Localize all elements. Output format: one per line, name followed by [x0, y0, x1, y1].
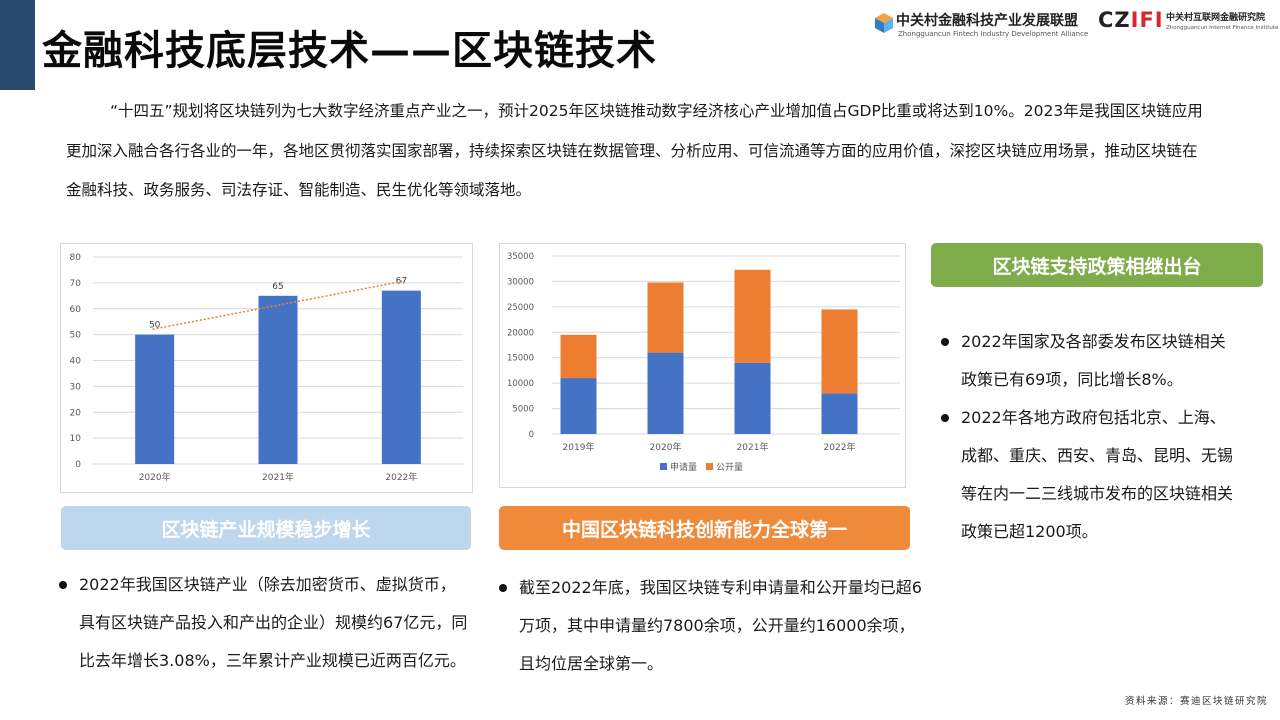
- policy-bullet-item: 2022年各地方政府包括北京、上海、成都、重庆、西安、青岛、昆明、无锡等在内一二…: [941, 399, 1241, 551]
- policy-bullets: 2022年国家及各部委发布区块链相关政策已有69项，同比增长8%。 2022年各…: [941, 323, 1241, 551]
- stacked-bar-segment: [560, 334, 597, 379]
- czifi-name-en: Zhongguancun Internet Finance Institute: [1166, 25, 1279, 31]
- stacked-bar-segment: [821, 393, 858, 434]
- czifi-mark-left: CZ: [1098, 8, 1131, 32]
- scale-banner: 区块链产业规模稳步增长: [61, 506, 471, 550]
- y-tick-label: 25000: [507, 303, 534, 313]
- y-tick-label: 15000: [507, 354, 534, 364]
- y-tick-label: 10: [70, 434, 82, 444]
- bar: [135, 334, 175, 464]
- y-tick-label: 40: [70, 357, 82, 367]
- czifi-mark: CZIFI: [1098, 8, 1164, 32]
- stacked-bar-segment: [647, 282, 684, 353]
- stacked-bar-segment: [734, 269, 771, 363]
- patent-bullets: 截至2022年底，我国区块链专利申请量和公开量均已超6万项，其中申请量约7800…: [499, 569, 927, 683]
- scale-bullet-item: 2022年我国区块链产业（除去加密货币、虚拟货币，具有区块链产品投入和产出的企业…: [59, 566, 469, 680]
- patent-bullet-item: 截至2022年底，我国区块链专利申请量和公开量均已超6万项，其中申请量约7800…: [499, 569, 927, 683]
- patent-banner: 中国区块链科技创新能力全球第一: [499, 506, 910, 550]
- x-tick-label: 2019年: [563, 441, 595, 453]
- x-tick-label: 2022年: [824, 441, 856, 453]
- data-label: 65: [272, 282, 283, 292]
- legend-label: 申请量: [670, 461, 697, 473]
- scale-bullets: 2022年我国区块链产业（除去加密货币、虚拟货币，具有区块链产品投入和产出的企业…: [59, 566, 469, 680]
- legend-label: 公开量: [716, 462, 743, 473]
- y-tick-label: 30000: [507, 277, 534, 287]
- x-tick-label: 2022年: [385, 471, 417, 483]
- policy-bullet-item: 2022年国家及各部委发布区块链相关政策已有69项，同比增长8%。: [941, 323, 1241, 399]
- policy-banner: 区块链支持政策相继出台: [931, 243, 1263, 287]
- patent-chart-svg: 0 5000 10000 15000 20000 25000 30000 35000 2019年…: [507, 252, 900, 473]
- y-tick-label: 0: [75, 460, 81, 470]
- page-title: 金融科技底层技术——区块链技术: [42, 28, 657, 74]
- y-tick-label: 50: [70, 331, 82, 341]
- legend-swatch: [660, 463, 667, 470]
- y-tick-label: 35000: [507, 252, 534, 262]
- bar: [381, 290, 421, 464]
- y-tick-label: 80: [70, 253, 82, 263]
- zfida-name-en: Zhongguancun Fintech Industry Developmen…: [898, 30, 1089, 38]
- source-note: 资料来源：赛迪区块链研究院: [1124, 696, 1268, 707]
- y-tick-label: 20000: [507, 328, 534, 338]
- zfida-name-cn: 中关村金融科技产业发展联盟: [896, 13, 1078, 29]
- x-tick-label: 2021年: [737, 441, 769, 453]
- accent-bar: [0, 0, 35, 90]
- industry-scale-chart: 0 10 20 30 40 50 60 70 80 50 2020年 65 2021年 67 2022年: [60, 243, 473, 493]
- x-tick-label: 2021年: [262, 471, 294, 483]
- y-tick-label: 10000: [507, 379, 534, 389]
- trendline: [152, 280, 404, 331]
- legend-swatch: [706, 463, 713, 470]
- y-tick-label: 70: [70, 279, 82, 289]
- intro-paragraph: “十四五”规划将区块链列为七大数字经济重点产业之一，预计2025年区块链推动数字…: [66, 102, 1203, 199]
- stacked-bar-segment: [734, 362, 771, 434]
- x-tick-label: 2020年: [139, 471, 171, 483]
- bar: [258, 295, 298, 464]
- y-tick-label: 60: [70, 305, 82, 315]
- stacked-bar-segment: [821, 309, 858, 394]
- y-tick-label: 30: [70, 382, 82, 392]
- cube-logo-icon: [875, 13, 893, 33]
- y-tick-label: 20: [70, 408, 82, 418]
- data-label: 50: [149, 321, 161, 331]
- y-tick-label: 5000: [512, 405, 534, 415]
- patent-chart: 0 5000 10000 15000 20000 25000 30000 35000 2019年…: [499, 243, 906, 488]
- stacked-bar-segment: [647, 352, 684, 434]
- czifi-logo: CZIFI 中关村互联网金融研究院 Zhongguancun Internet …: [1098, 8, 1278, 38]
- czifi-mark-right: IFI: [1130, 8, 1164, 32]
- x-tick-label: 2020年: [650, 441, 682, 453]
- zfida-logo: 中关村金融科技产业发展联盟 Zhongguancun Fintech Indus…: [874, 10, 1090, 40]
- y-tick-label: 0: [529, 430, 534, 440]
- czifi-name-cn: 中关村互联网金融研究院: [1166, 13, 1266, 23]
- stacked-bar-segment: [560, 378, 597, 434]
